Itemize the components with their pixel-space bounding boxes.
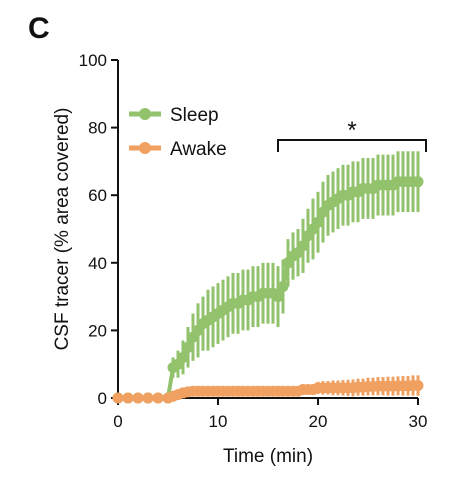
legend-label-sleep: Sleep xyxy=(170,105,219,126)
y-tick-label: 0 xyxy=(98,389,107,408)
y-axis-ticks: 0 20 40 60 80 100 xyxy=(79,51,118,408)
series-sleep xyxy=(112,151,424,404)
sleep-point xyxy=(272,291,284,303)
awake-point xyxy=(122,392,134,404)
panel-label: C xyxy=(28,12,50,45)
sleep-point xyxy=(312,216,324,228)
legend: Sleep Awake xyxy=(129,105,227,160)
awake-point xyxy=(132,392,144,404)
sleep-point xyxy=(412,176,424,188)
y-tick-label: 40 xyxy=(88,254,107,273)
axes xyxy=(117,60,418,399)
significance-bracket-line xyxy=(277,139,427,152)
x-tick-label: 30 xyxy=(409,412,428,431)
x-axis-ticks: 0 10 20 30 xyxy=(113,398,427,431)
awake-point xyxy=(152,392,164,404)
sleep-point xyxy=(277,280,289,292)
y-tick-label: 60 xyxy=(88,186,107,205)
legend-marker-sleep xyxy=(139,108,151,120)
x-tick-label: 10 xyxy=(209,412,228,431)
significance-bracket: * xyxy=(277,117,427,152)
awake-point xyxy=(112,392,124,404)
legend-marker-awake xyxy=(139,142,151,154)
y-tick-label: 100 xyxy=(79,51,107,70)
sleep-point xyxy=(297,240,309,252)
awake-point xyxy=(142,392,154,404)
x-axis-title: Time (min) xyxy=(223,446,313,467)
legend-item-sleep: Sleep xyxy=(129,105,219,126)
y-tick-label: 20 xyxy=(88,321,107,340)
y-axis-title: CSF tracer (% area covered) xyxy=(52,108,73,351)
significance-star: * xyxy=(347,117,356,144)
series-layer xyxy=(112,151,424,404)
sleep-point xyxy=(177,351,189,363)
y-tick-label: 80 xyxy=(88,119,107,138)
x-tick-label: 0 xyxy=(113,412,122,431)
sleep-point xyxy=(182,341,194,353)
series-awake xyxy=(112,375,424,404)
awake-point xyxy=(412,379,424,391)
legend-label-awake: Awake xyxy=(170,139,227,160)
x-tick-label: 20 xyxy=(309,412,328,431)
legend-item-awake: Awake xyxy=(129,139,227,160)
